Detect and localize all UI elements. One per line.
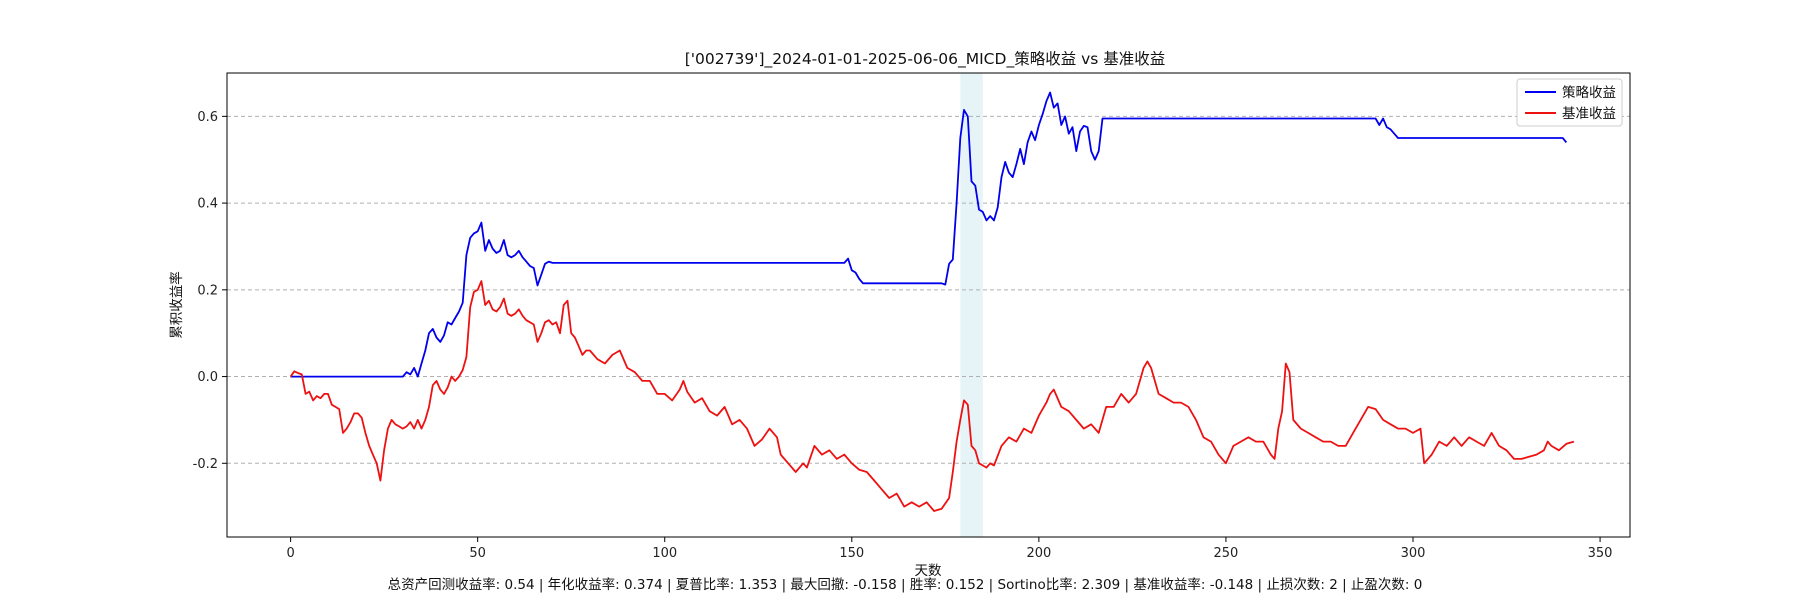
x-axis-label: 天数	[915, 563, 943, 579]
strategy-line	[290, 91, 1568, 378]
y-tick-label: 0.6	[197, 110, 218, 125]
y-axis-label: 累积收益率	[168, 271, 185, 339]
chart-title: ['002739']_2024-01-01-2025-06-06_MICD_策略…	[685, 50, 1166, 69]
x-tick-label: 350	[1588, 546, 1613, 561]
y-tick-label: -0.2	[193, 457, 218, 472]
x-tick-label: 100	[652, 546, 677, 561]
x-tick-label: 200	[1026, 546, 1051, 561]
y-axis: -0.2 0.0 0.2 0.4 0.6	[193, 110, 227, 472]
benchmark-line	[289, 280, 1575, 512]
highlight-layer	[960, 73, 983, 537]
y-tick-label: 0.2	[197, 283, 218, 298]
legend: 策略收益 基准收益	[1516, 78, 1623, 127]
plot-frame	[226, 72, 1631, 538]
legend-box	[1516, 78, 1623, 127]
x-tick-label: 0	[286, 546, 294, 561]
x-axis: 0 50 100 150 200 250 300 350	[286, 537, 1612, 561]
legend-label-strategy: 策略收益	[1562, 84, 1616, 101]
stats-footer: 总资产回测收益率: 0.54 | 年化收益率: 0.374 | 夏普比率: 1.…	[388, 576, 1423, 593]
y-tick-label: 0.0	[197, 370, 218, 385]
x-tick-label: 250	[1214, 546, 1239, 561]
highlight-span	[960, 73, 983, 537]
x-tick-label: 150	[839, 546, 864, 561]
series-layer	[289, 91, 1575, 512]
y-tick-label: 0.4	[197, 197, 218, 212]
x-tick-label: 300	[1401, 546, 1426, 561]
grid-layer	[227, 115, 1630, 464]
legend-label-benchmark: 基准收益	[1562, 105, 1616, 122]
x-tick-label: 50	[469, 546, 486, 561]
